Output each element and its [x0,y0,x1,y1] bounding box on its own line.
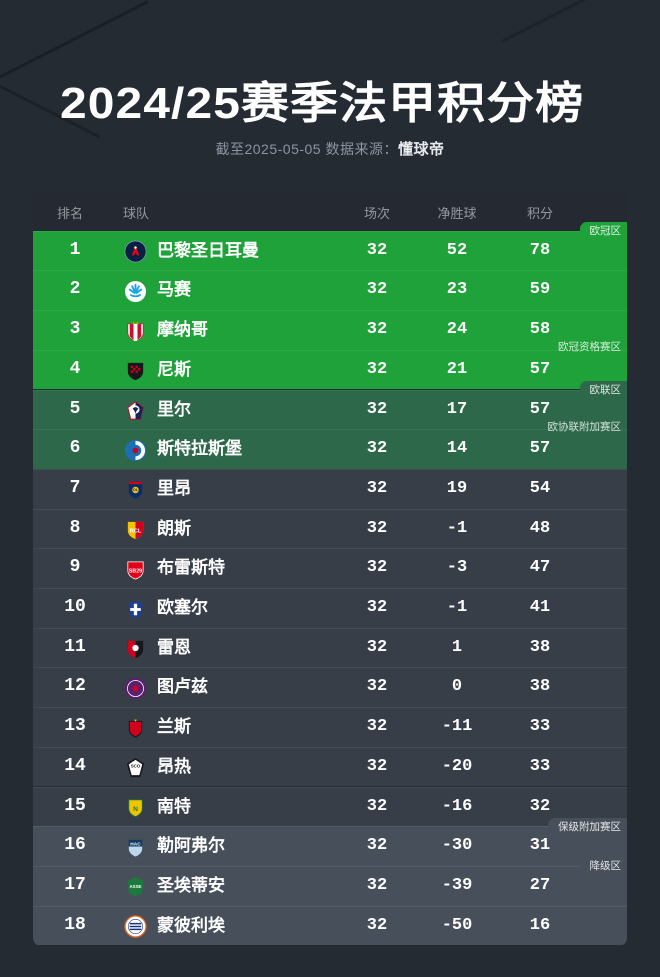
svg-text:SCO: SCO [131,764,141,769]
svg-text:N: N [133,806,138,813]
svg-text:ASSE: ASSE [130,884,142,889]
svg-text:RCL: RCL [130,528,142,534]
svg-text:SB29: SB29 [129,568,142,574]
svg-text:OL: OL [133,487,139,492]
svg-text:HAC: HAC [130,841,141,847]
